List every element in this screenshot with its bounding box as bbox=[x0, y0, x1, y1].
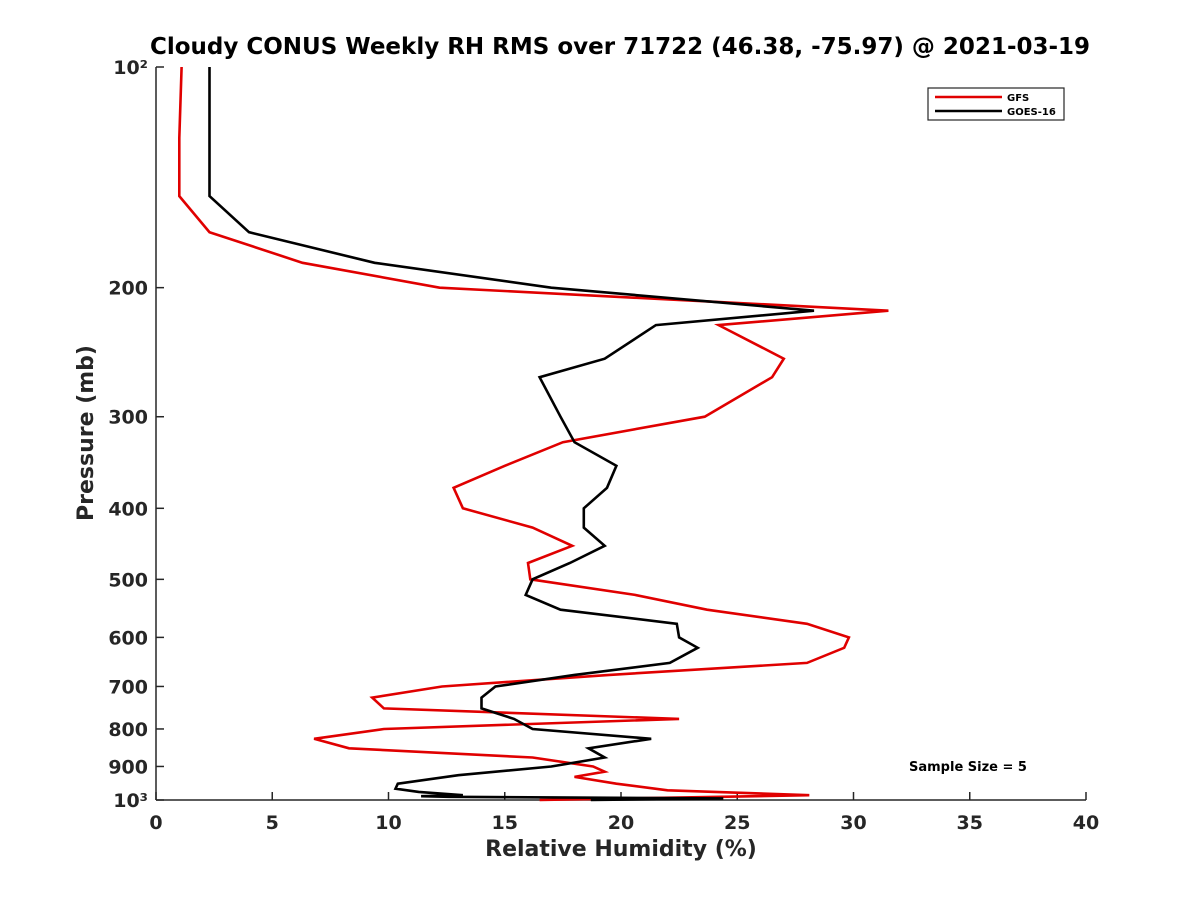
sample-size-annotation: Sample Size = 5 bbox=[909, 760, 1027, 775]
series-line-goes16 bbox=[208, 67, 815, 802]
y-ticks: 10² 200 300 400 500 600 700 800 900 10³ bbox=[108, 57, 164, 812]
y-tick-label: 600 bbox=[108, 627, 148, 649]
y-tick-label: 300 bbox=[108, 407, 148, 429]
x-tick-label: 5 bbox=[266, 812, 279, 834]
y-tick-label: 200 bbox=[108, 278, 148, 300]
legend-box bbox=[927, 87, 1065, 121]
legend: GFS GOES-16 bbox=[927, 87, 1065, 121]
plot-area: 0 5 10 15 20 25 30 35 40 10² 200 300 400 500 600 700 80… bbox=[108, 57, 1099, 834]
y-tick-label: 700 bbox=[108, 676, 148, 698]
y-tick-label: 400 bbox=[108, 498, 148, 520]
legend-label-gfs: GFS bbox=[1007, 93, 1029, 104]
x-tick-label: 40 bbox=[1073, 812, 1099, 834]
y-tick-label: 10³ bbox=[113, 790, 148, 812]
series-line-gfs bbox=[178, 66, 889, 802]
x-axis-label: Relative Humidity (%) bbox=[485, 837, 757, 862]
x-ticks: 0 5 10 15 20 25 30 35 40 bbox=[149, 792, 1099, 834]
y-tick-label: 10² bbox=[113, 57, 148, 79]
legend-label-goes16: GOES-16 bbox=[1007, 107, 1056, 118]
x-tick-label: 30 bbox=[840, 812, 866, 834]
x-tick-label: 15 bbox=[492, 812, 518, 834]
x-tick-label: 0 bbox=[149, 812, 162, 834]
x-tick-label: 25 bbox=[724, 812, 750, 834]
x-tick-label: 20 bbox=[608, 812, 634, 834]
y-tick-label: 500 bbox=[108, 569, 148, 591]
y-tick-label: 800 bbox=[108, 719, 148, 741]
y-axis-label: Pressure (mb) bbox=[74, 345, 99, 521]
x-tick-label: 35 bbox=[957, 812, 983, 834]
x-tick-label: 10 bbox=[375, 812, 401, 834]
y-tick-label: 900 bbox=[108, 756, 148, 778]
chart-title: Cloudy CONUS Weekly RH RMS over 71722 (4… bbox=[150, 34, 1090, 60]
series-layer bbox=[178, 66, 889, 802]
